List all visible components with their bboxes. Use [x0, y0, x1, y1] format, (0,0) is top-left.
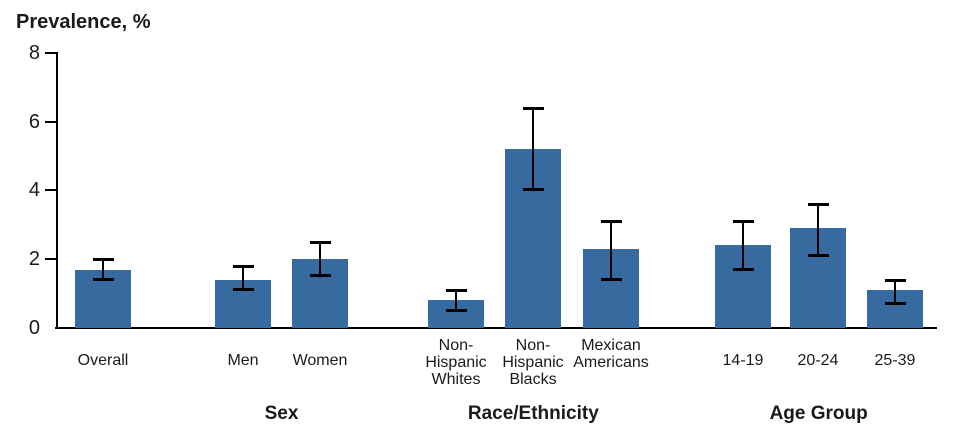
category-label-overall: Overall [77, 352, 129, 369]
error-bar-cap-bottom-non-hispanic-blacks [522, 188, 544, 192]
error-bar-line-mexican-americans [610, 221, 612, 280]
error-bar-line-20-24 [817, 204, 819, 256]
category-label-non-hispanic-blacks: Non- Hispanic Blacks [502, 337, 564, 388]
error-bar-cap-top-men [232, 265, 254, 269]
error-bar-cap-top-14-19 [732, 220, 754, 224]
error-bar-line-non-hispanic-whites [455, 290, 457, 311]
category-label-women: Women [292, 352, 348, 369]
error-bar-cap-top-20-24 [807, 203, 829, 207]
category-label-non-hispanic-whites: Non- Hispanic Whites [425, 337, 487, 388]
error-bar-cap-bottom-non-hispanic-whites [445, 308, 467, 312]
y-tick-label-4: 4 [28, 179, 40, 202]
y-tick-8 [45, 51, 56, 54]
y-tick-2 [45, 258, 56, 261]
error-bar-cap-bottom-men [232, 288, 254, 292]
error-bar-line-overall [102, 259, 104, 280]
category-label-25-39: 25-39 [874, 352, 916, 369]
error-bar-cap-top-25-39 [884, 278, 906, 282]
y-tick-6 [45, 120, 56, 123]
error-bar-line-men [242, 266, 244, 291]
y-tick-label-6: 6 [28, 110, 40, 133]
error-bar-line-14-19 [742, 221, 744, 270]
x-axis-line [55, 327, 937, 329]
y-tick-label-8: 8 [28, 41, 40, 64]
y-tick-label-2: 2 [28, 248, 40, 271]
error-bar-cap-bottom-25-39 [884, 301, 906, 305]
error-bar-line-women [319, 242, 321, 277]
error-bar-cap-bottom-overall [92, 277, 114, 281]
error-bar-cap-bottom-20-24 [807, 253, 829, 257]
error-bar-cap-top-non-hispanic-blacks [522, 106, 544, 110]
category-label-men: Men [227, 352, 259, 369]
group-label-sex: Sex [264, 403, 299, 424]
error-bar-cap-bottom-14-19 [732, 267, 754, 271]
group-label-race-ethnicity: Race/Ethnicity [467, 403, 599, 424]
error-bar-cap-top-non-hispanic-whites [445, 289, 467, 293]
error-bar-cap-top-overall [92, 258, 114, 262]
error-bar-cap-bottom-women [309, 274, 331, 278]
category-label-14-19: 14-19 [722, 352, 764, 369]
group-label-age-group: Age Group [769, 403, 868, 424]
y-axis-title: Prevalence, % [16, 11, 151, 33]
category-label-20-24: 20-24 [797, 352, 839, 369]
category-label-mexican-americans: Mexican Americans [573, 337, 649, 371]
y-tick-4 [45, 189, 56, 192]
error-bar-cap-bottom-mexican-americans [600, 277, 622, 281]
y-tick-label-0: 0 [28, 317, 40, 339]
error-bar-cap-top-mexican-americans [600, 220, 622, 224]
error-bar-line-25-39 [894, 279, 896, 304]
error-bar-line-non-hispanic-blacks [532, 107, 534, 191]
y-axis-line [56, 52, 58, 329]
error-bar-cap-top-women [309, 241, 331, 244]
